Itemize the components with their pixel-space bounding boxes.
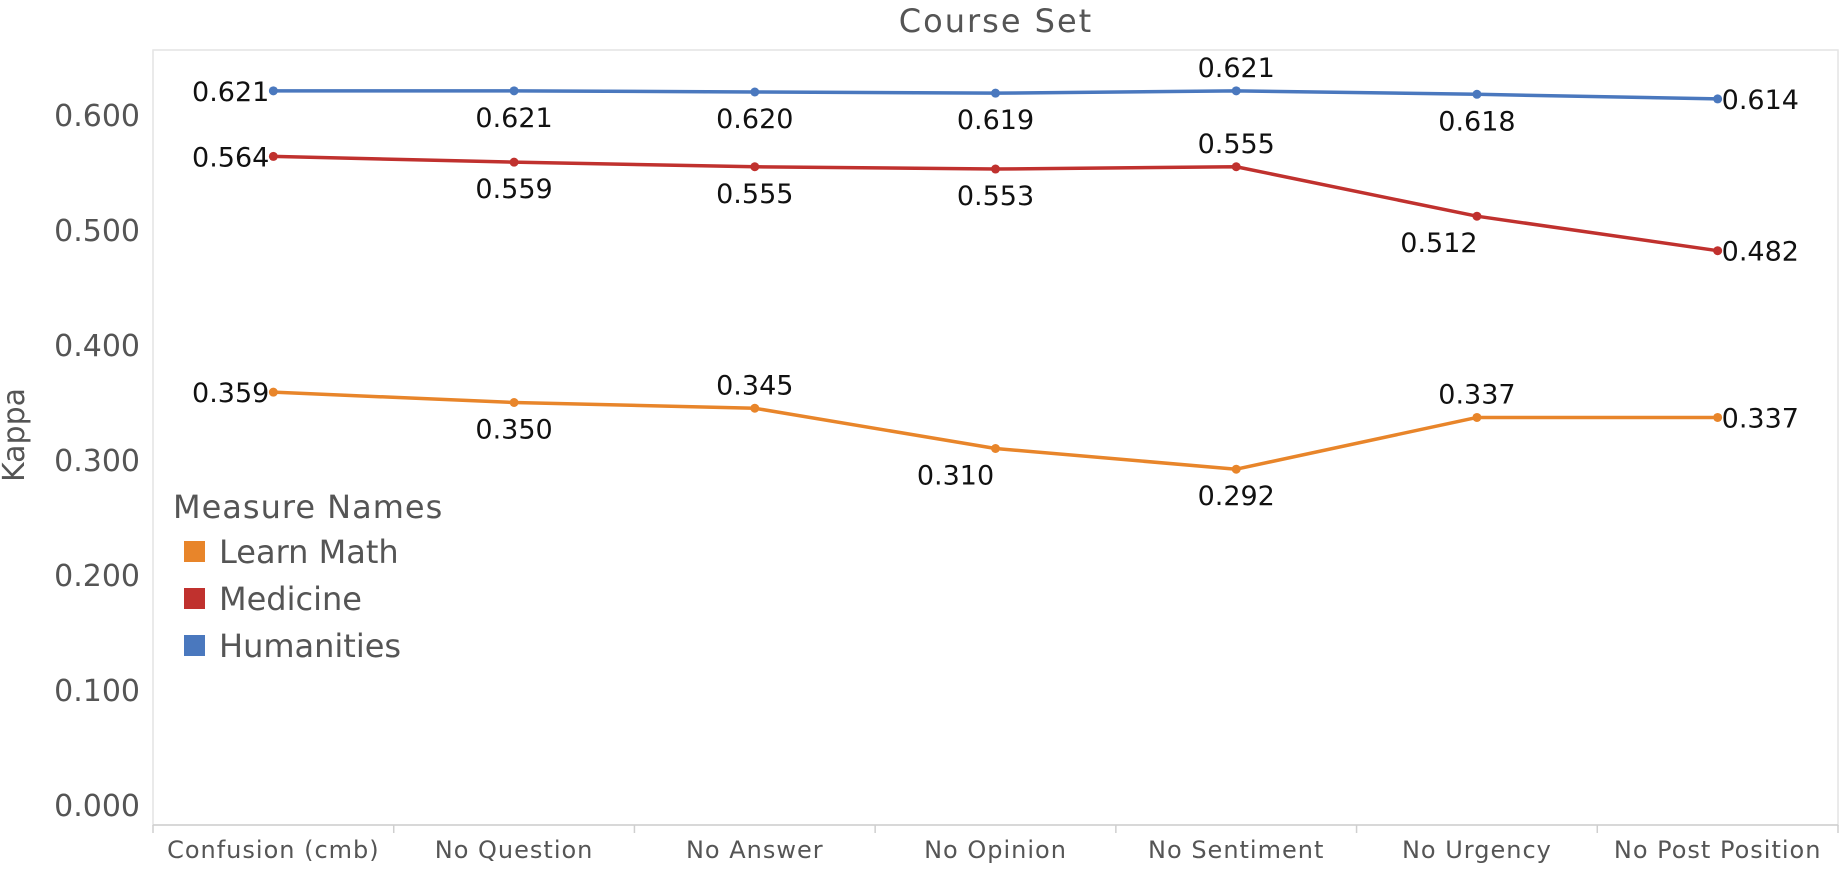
data-label: 0.512 — [1400, 228, 1477, 259]
legend-swatch — [184, 588, 205, 609]
y-tick-label: 0.100 — [54, 674, 140, 709]
data-label: 0.292 — [1198, 481, 1275, 512]
data-point — [268, 86, 278, 96]
data-label: 0.618 — [1438, 106, 1515, 137]
y-tick-label: 0.400 — [54, 329, 140, 364]
x-tick-label: No Opinion — [924, 836, 1067, 864]
data-label: 0.621 — [192, 77, 269, 108]
legend-swatch — [184, 635, 205, 656]
x-tick-label: No Urgency — [1402, 836, 1552, 864]
data-point — [509, 86, 519, 96]
data-label: 0.350 — [475, 415, 552, 446]
data-point — [268, 387, 278, 397]
x-axis: Confusion (cmb) No Question No Answer No Op… — [152, 824, 1839, 864]
legend: Measure Names Learn Math Medicine Humaniti… — [173, 488, 443, 665]
x-tick-label: Confusion (cmb) — [167, 836, 380, 864]
data-label: 0.614 — [1722, 85, 1799, 116]
legend-swatch — [184, 541, 205, 562]
data-point — [1231, 162, 1241, 172]
data-labels-group: 0.359 0.350 0.345 0.310 0.292 0.337 0.337 0.564… — [192, 53, 1799, 512]
legend-title: Measure Names — [173, 488, 443, 526]
data-point — [750, 162, 760, 172]
data-point — [1472, 412, 1482, 422]
x-tick-label: No Answer — [686, 836, 824, 864]
legend-label: Learn Math — [219, 533, 399, 571]
data-point — [750, 87, 760, 97]
data-point — [991, 88, 1000, 98]
data-label: 0.337 — [1722, 403, 1799, 434]
data-label: 0.559 — [475, 174, 552, 205]
y-tick-label: 0.200 — [54, 559, 140, 594]
data-point — [1472, 211, 1482, 221]
y-tick-label: 0.300 — [54, 444, 140, 479]
y-tick-label: 0.600 — [54, 99, 140, 134]
data-point — [1472, 89, 1482, 99]
y-axis: 0.000 0.100 0.200 0.300 0.400 0.500 0.600 — [54, 99, 140, 824]
y-tick-label: 0.500 — [54, 214, 140, 249]
legend-label: Medicine — [219, 580, 362, 618]
data-label: 0.564 — [192, 142, 269, 173]
data-label: 0.345 — [716, 370, 793, 401]
data-point — [509, 157, 519, 167]
data-label: 0.620 — [716, 104, 793, 135]
y-axis-label: Kappa — [0, 388, 32, 482]
y-tick-label: 0.000 — [54, 789, 140, 824]
data-label: 0.621 — [475, 103, 552, 134]
data-label: 0.555 — [716, 179, 793, 210]
data-point — [1713, 412, 1723, 422]
data-point — [750, 403, 760, 413]
legend-label: Humanities — [219, 627, 401, 665]
data-point — [1231, 86, 1241, 96]
data-point — [509, 398, 519, 407]
x-tick-label: No Question — [435, 836, 594, 864]
data-point — [991, 164, 1000, 174]
data-label: 0.337 — [1438, 379, 1515, 410]
data-label: 0.555 — [1198, 129, 1275, 160]
data-label: 0.310 — [917, 461, 994, 492]
chart-title: Course Set — [899, 2, 1093, 40]
data-label: 0.359 — [192, 378, 269, 409]
data-point — [1231, 464, 1241, 474]
data-label: 0.553 — [957, 181, 1034, 212]
x-tick-label: No Sentiment — [1148, 836, 1324, 864]
data-point — [1713, 246, 1723, 256]
data-point — [1713, 94, 1723, 104]
data-label: 0.482 — [1722, 237, 1799, 268]
series-group — [268, 86, 1723, 474]
data-point — [991, 444, 1000, 453]
data-point — [268, 151, 278, 161]
data-label: 0.621 — [1198, 53, 1275, 84]
data-label: 0.619 — [957, 105, 1034, 136]
x-tick-label: No Post Position — [1614, 836, 1822, 864]
